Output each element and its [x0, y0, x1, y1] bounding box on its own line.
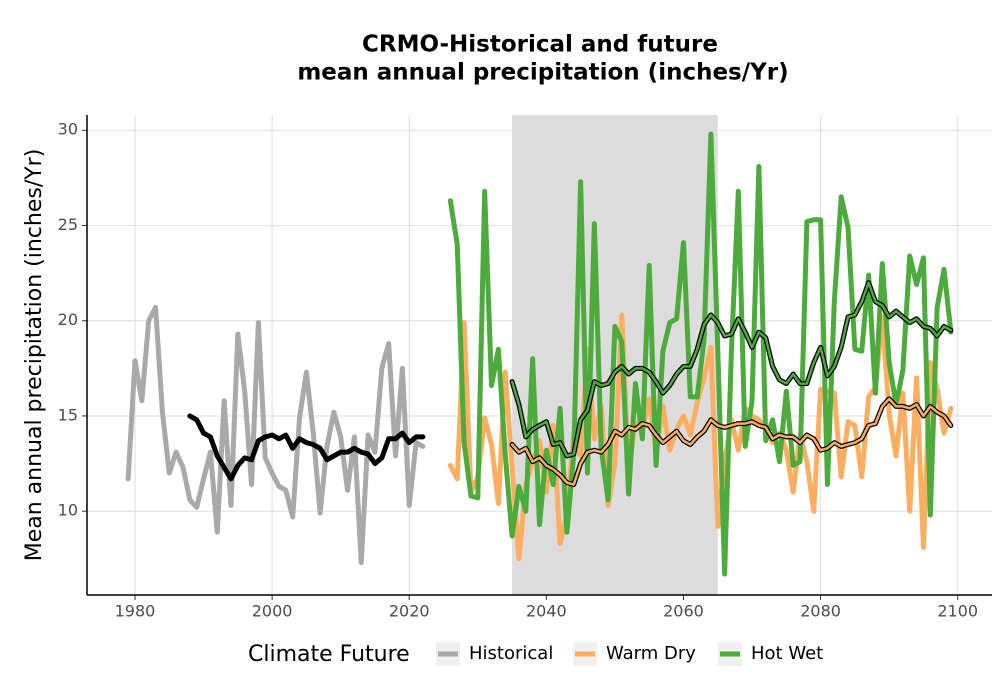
- y-tick-label: 20: [58, 310, 78, 329]
- legend-title: Climate Future: [248, 642, 410, 667]
- y-tick-label: 15: [58, 405, 78, 424]
- x-tick-label: 2060: [663, 602, 704, 621]
- legend-label: Historical: [469, 643, 553, 664]
- x-tick-label: 2000: [252, 602, 293, 621]
- y-tick-label: 10: [58, 501, 78, 520]
- smooth-line: [510, 281, 953, 458]
- x-tick-label: 1980: [115, 602, 156, 621]
- smooth-line: [510, 397, 953, 486]
- chart-title: CRMO-Historical and future: [362, 32, 718, 58]
- y-tick-label: 30: [58, 120, 78, 139]
- legend-label: Hot Wet: [751, 643, 823, 664]
- series-line: [125, 304, 426, 566]
- plot-area: [125, 131, 954, 577]
- x-tick-label: 2100: [937, 602, 978, 621]
- chart-title: mean annual precipitation (inches/Yr): [297, 60, 788, 86]
- legend-label: Warm Dry: [606, 643, 696, 664]
- x-tick-label: 2040: [526, 602, 567, 621]
- x-tick-label: 2080: [800, 602, 841, 621]
- y-axis-label: Mean annual precipitation (inches/Yr): [22, 149, 47, 562]
- x-tick-label: 2020: [389, 602, 430, 621]
- smooth-line: [188, 414, 425, 481]
- y-tick-label: 25: [58, 215, 78, 234]
